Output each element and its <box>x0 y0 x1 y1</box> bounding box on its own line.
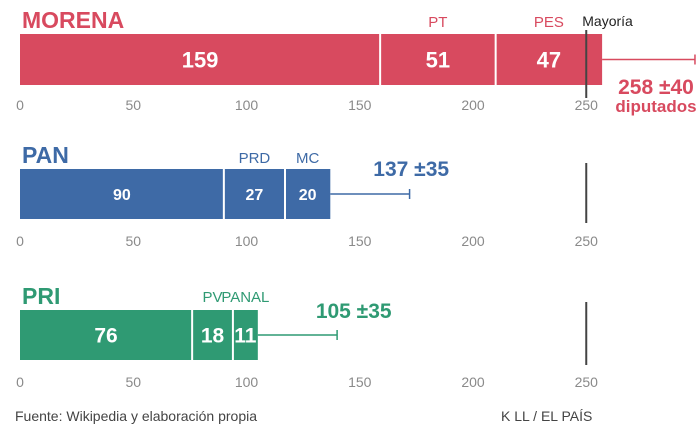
credit-note: K LL / EL PAÍS <box>501 408 592 424</box>
bar-segment <box>495 34 603 85</box>
source-note: Fuente: Wikipedia y elaboración propia <box>15 408 257 424</box>
axis-tick-label: 0 <box>16 97 24 113</box>
majority-label: Mayoría <box>582 13 633 29</box>
total-label: 105 ±35 <box>316 300 392 323</box>
bar-segment <box>20 310 193 360</box>
axis-tick-label: 100 <box>235 374 259 390</box>
party-label: MC <box>296 150 319 167</box>
coalition-title: PRI <box>22 283 60 309</box>
segment-value-label: 76 <box>94 325 117 348</box>
axis-tick-label: 200 <box>461 97 485 113</box>
party-label: PANAL <box>221 289 269 306</box>
party-label: PV <box>203 289 223 306</box>
axis-tick-label: 200 <box>461 233 485 249</box>
total-label: 258 ±40 <box>618 76 694 99</box>
axis-tick-label: 50 <box>125 233 141 249</box>
segment-value-label: 27 <box>246 187 264 204</box>
segment-value-label: 51 <box>426 47 450 72</box>
axis-tick-label: 50 <box>125 97 141 113</box>
axis-tick-label: 100 <box>235 233 259 249</box>
bar-segment <box>192 310 233 360</box>
axis-tick-label: 150 <box>348 233 372 249</box>
axis-tick-label: 250 <box>575 97 599 113</box>
coalition-title: PAN <box>22 142 69 168</box>
axis-tick-label: 200 <box>461 374 485 390</box>
axis-tick-label: 250 <box>575 374 599 390</box>
coalition-title: MORENA <box>22 7 124 33</box>
bar-segment <box>232 310 258 360</box>
segment-value-label: 18 <box>201 325 225 348</box>
party-label: PES <box>534 14 564 31</box>
segment-value-label: 11 <box>234 325 257 348</box>
group-pan: PAN 90 27 PRD 20 MC 137 ±35 0 50 100 150 200 250 <box>16 142 598 249</box>
bar-segment <box>380 34 496 85</box>
segment-value-label: 90 <box>113 187 131 204</box>
bar-segment <box>285 169 331 219</box>
party-label: PT <box>428 14 447 31</box>
bar-segment <box>20 34 381 85</box>
axis-tick-label: 250 <box>575 233 599 249</box>
party-label: PRD <box>239 150 271 167</box>
axis-tick-label: 150 <box>348 97 372 113</box>
axis-tick-label: 0 <box>16 233 24 249</box>
segment-value-label: 47 <box>537 47 561 72</box>
bar-segment <box>20 169 224 219</box>
group-pri: PRI 76 18 PV 11 PANAL 105 ±35 0 50 100 150 200 250 <box>16 283 598 390</box>
axis-tick-label: 150 <box>348 374 372 390</box>
bar-segment <box>223 169 286 219</box>
segment-value-label: 159 <box>182 47 219 72</box>
segment-value-label: 20 <box>299 187 317 204</box>
axis-tick-label: 100 <box>235 97 259 113</box>
axis-tick-label: 0 <box>16 374 24 390</box>
axis-tick-label: 50 <box>125 374 141 390</box>
total-label: 137 ±35 <box>373 158 449 181</box>
total-sublabel: diputados <box>615 97 696 116</box>
